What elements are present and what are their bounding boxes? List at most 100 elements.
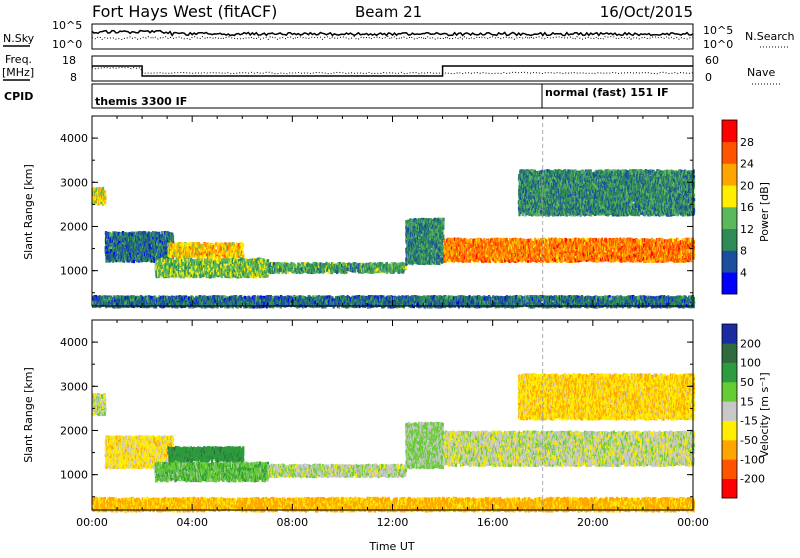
data-cell	[140, 258, 143, 263]
data-cell	[200, 266, 203, 270]
data-cell	[147, 246, 150, 250]
nsky-label: N.Sky	[3, 32, 35, 45]
data-cell	[142, 230, 145, 235]
data-cell	[242, 243, 245, 247]
data-cell	[126, 253, 129, 258]
nave-line	[91, 66, 694, 75]
data-cell	[159, 255, 162, 259]
data-cell	[186, 258, 189, 262]
data-cell	[122, 232, 125, 236]
data-cell	[131, 259, 134, 264]
data-cell	[148, 243, 151, 248]
data-cell	[173, 266, 176, 271]
data-cell	[325, 261, 328, 266]
data-cell	[182, 258, 185, 262]
data-cell	[171, 238, 175, 242]
data-cell	[128, 235, 131, 240]
data-cell	[191, 258, 194, 263]
data-cell	[158, 231, 161, 236]
data-cell	[140, 232, 143, 237]
noise-panel: N.Sky 10^5 10^0 10^5 10^0 N.Search	[3, 19, 795, 51]
data-cell	[151, 238, 155, 242]
data-cell	[180, 258, 184, 263]
data-cell	[179, 275, 182, 279]
data-cell	[184, 267, 187, 271]
data-cell	[161, 242, 164, 246]
data-cell	[158, 242, 161, 246]
data-cell	[161, 233, 164, 238]
data-cell	[155, 263, 158, 268]
freq-tick-low: 8	[70, 71, 77, 84]
freq-label: Freq.	[5, 53, 32, 66]
cpid-normal: normal (fast) 151 IF	[545, 86, 669, 99]
data-cell	[131, 253, 135, 257]
data-cell	[204, 271, 207, 275]
data-cell	[151, 251, 154, 256]
data-cell	[131, 233, 134, 237]
data-cell	[182, 266, 186, 270]
data-cell	[115, 254, 118, 258]
data-cell	[207, 264, 210, 269]
data-cell	[102, 201, 105, 205]
data-cell	[138, 234, 141, 238]
data-cell	[165, 230, 168, 235]
data-cell	[217, 271, 220, 276]
data-cell	[165, 246, 168, 250]
data-cell	[134, 249, 138, 254]
data-cell	[105, 236, 108, 240]
data-cell	[180, 270, 183, 274]
data-cell	[190, 270, 193, 275]
data-cell	[150, 248, 153, 253]
data-cell	[116, 237, 119, 242]
data-cell	[128, 240, 131, 245]
data-cell	[215, 242, 218, 246]
data-cell	[195, 264, 198, 268]
data-cell	[204, 258, 207, 262]
data-cell	[163, 254, 166, 258]
data-cell	[144, 231, 147, 235]
data-cell	[138, 231, 141, 235]
data-cell	[208, 242, 211, 246]
data-cell	[147, 238, 150, 243]
data-cell	[105, 238, 109, 242]
data-cell	[101, 189, 104, 194]
data-cell	[112, 258, 115, 262]
data-cell	[104, 192, 107, 197]
data-cell	[159, 242, 162, 246]
data-cell	[442, 221, 445, 225]
data-cell	[159, 268, 163, 273]
data-cell	[266, 259, 270, 263]
data-cell	[127, 251, 131, 256]
data-cell	[164, 258, 168, 263]
data-cell	[139, 237, 142, 241]
data-cell	[108, 241, 111, 245]
data-cell	[188, 265, 191, 269]
data-cell	[138, 250, 141, 254]
data-cell	[106, 250, 109, 254]
data-cell	[109, 232, 112, 236]
data-cell	[203, 261, 206, 266]
data-cell	[180, 260, 183, 265]
data-cell	[145, 243, 148, 247]
cpid-themis: themis 3300 IF	[95, 95, 187, 108]
data-cell	[162, 262, 165, 266]
data-cell	[185, 262, 188, 267]
data-cell	[102, 186, 105, 191]
data-cell	[136, 232, 139, 236]
data-cell	[155, 258, 158, 262]
data-cell	[118, 243, 121, 247]
nave-tick-low: 0	[705, 71, 712, 84]
data-cell	[442, 226, 445, 230]
data-cell	[132, 259, 135, 264]
data-cell	[155, 248, 158, 253]
cpid-panel: CPID themis 3300 IF normal (fast) 151 IF	[4, 83, 694, 109]
data-cell	[129, 252, 132, 256]
data-cell	[139, 235, 142, 239]
data-cell	[93, 189, 96, 193]
frequency-line	[92, 65, 693, 77]
data-cell	[109, 246, 112, 250]
data-cell	[129, 231, 132, 236]
data-cell	[165, 270, 168, 274]
data-cell	[183, 262, 186, 266]
data-cell	[442, 234, 445, 238]
